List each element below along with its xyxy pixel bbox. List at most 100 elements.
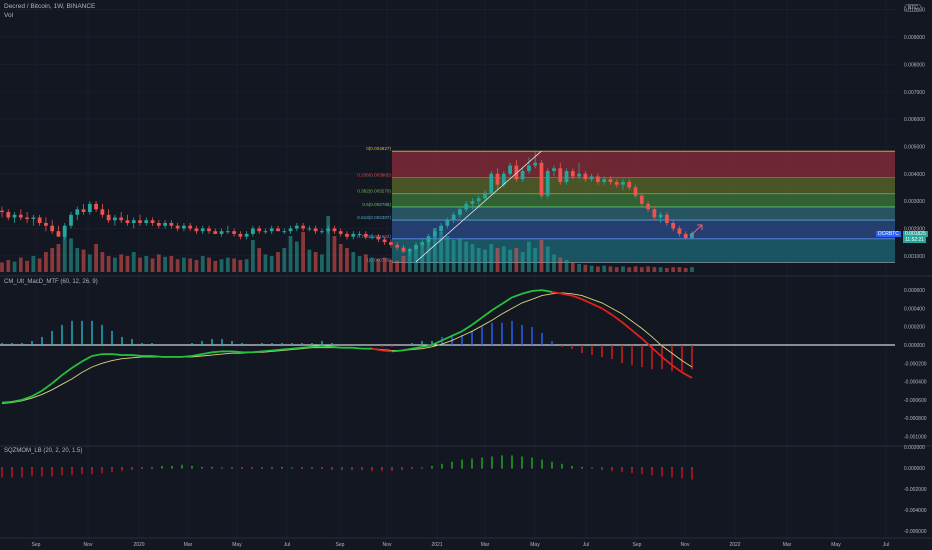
macd-line-segment (391, 349, 403, 353)
fib-level-label: 0.382(0.003270) (357, 189, 391, 194)
squeeze-dot (181, 467, 183, 469)
squeeze-dot (651, 467, 653, 469)
macd-line-segment (561, 292, 573, 297)
squeeze-dot (391, 467, 393, 469)
squeeze-dot (41, 467, 43, 469)
candle-body (100, 209, 105, 215)
macd-pane (0, 289, 895, 405)
squeeze-dot (541, 467, 543, 469)
candle-body (527, 165, 531, 172)
candle-body (683, 233, 688, 239)
macd-line-segment (651, 347, 663, 358)
volume-bar (131, 252, 136, 272)
candle-body (501, 173, 506, 185)
squeeze-dot (221, 467, 223, 469)
candle-body (301, 225, 305, 229)
fib-zone (392, 206, 895, 221)
price-tag: 0.001825 (903, 231, 928, 237)
candle-body (75, 209, 80, 215)
macd-line-segment (311, 345, 323, 348)
price-tick-label: 0.001000 (904, 254, 925, 260)
volume-bar (244, 259, 249, 272)
volume-bar (207, 257, 211, 272)
squeeze-dot (151, 467, 153, 469)
volume-bar (182, 257, 186, 272)
candle-body (407, 248, 412, 252)
volume-bar (351, 252, 356, 272)
macd-tick-label: 0.000600 (904, 288, 925, 294)
squeeze-tick-label: -0.002000 (904, 487, 927, 493)
candle-body (545, 171, 550, 196)
candle-body (144, 220, 149, 223)
countdown-tag: 11:52:21 (903, 237, 927, 243)
currency-badge[interactable]: BTC (904, 4, 922, 12)
squeeze-dot (591, 467, 593, 469)
candle-body (0, 210, 4, 213)
volume-bar (294, 241, 299, 272)
macd-line-segment (301, 345, 313, 349)
macd-tick-label: -0.000600 (904, 398, 927, 404)
candle-body (389, 242, 393, 245)
macd-line-segment (61, 367, 73, 376)
volume-bar (119, 254, 124, 272)
squeeze-dot (131, 467, 133, 469)
volume-bar (194, 260, 199, 272)
squeeze-dot (161, 467, 163, 469)
x-tick-label: Mar (783, 542, 792, 548)
volume-bar (12, 261, 17, 272)
candle-body (56, 231, 61, 237)
volume-bar (150, 258, 155, 272)
volume-bar (125, 256, 130, 272)
volume-bar (56, 244, 61, 272)
fib-zone (392, 220, 895, 239)
squeeze-dot (571, 467, 573, 469)
squeeze-dot (461, 467, 463, 469)
volume-bar (533, 248, 538, 272)
candle-body (194, 228, 199, 232)
volume-bar (665, 268, 669, 272)
macd-line-segment (71, 360, 83, 369)
macd-line-segment (271, 348, 283, 352)
macd-line-segment (541, 289, 553, 293)
squeeze-dot (521, 467, 523, 469)
macd-line-segment (521, 290, 533, 295)
candle-body (414, 244, 418, 249)
candle-body (113, 217, 117, 221)
squeeze-tick-label: 0.002000 (904, 445, 925, 451)
macd-line-segment (481, 309, 493, 319)
macd-line-segment (431, 339, 443, 346)
x-tick-label: 2021 (431, 542, 442, 548)
candle-body (420, 242, 425, 245)
squeeze-dot (471, 467, 473, 469)
candle-body (94, 203, 98, 210)
squeeze-dot (191, 467, 193, 469)
volume-bar (501, 246, 506, 272)
macd-line-segment (291, 346, 303, 350)
squeeze-dot (241, 467, 243, 469)
macd-tick-label: -0.001000 (904, 435, 927, 441)
volume-bar (357, 256, 362, 272)
volume-bar (614, 267, 619, 272)
squeeze-dot (441, 467, 443, 469)
volume-bar (426, 236, 431, 272)
volume-bar (690, 267, 694, 272)
volume-bar (508, 249, 512, 272)
macd-tick-label: 0.000400 (904, 306, 925, 312)
volume-bar (6, 260, 11, 272)
fib-level-label: 0.236(0.003865) (357, 172, 391, 177)
volume-bar (345, 248, 349, 272)
candle-body (119, 217, 124, 221)
candle-body (639, 195, 644, 204)
volume-bar (439, 232, 443, 272)
candle-body (307, 228, 312, 230)
macd-title: CM_Ult_MacD_MTF (60, 12, 26, 9) (4, 279, 98, 285)
macd-line-segment (321, 345, 333, 348)
candle-body (439, 225, 443, 232)
squeeze-dot (301, 467, 303, 469)
macd-line-segment (91, 353, 103, 357)
macd-line-segment (191, 353, 203, 357)
candle-body (244, 233, 249, 237)
volume-bar (389, 260, 393, 272)
macd-line-segment (1, 400, 13, 404)
macd-line-segment (501, 296, 513, 305)
